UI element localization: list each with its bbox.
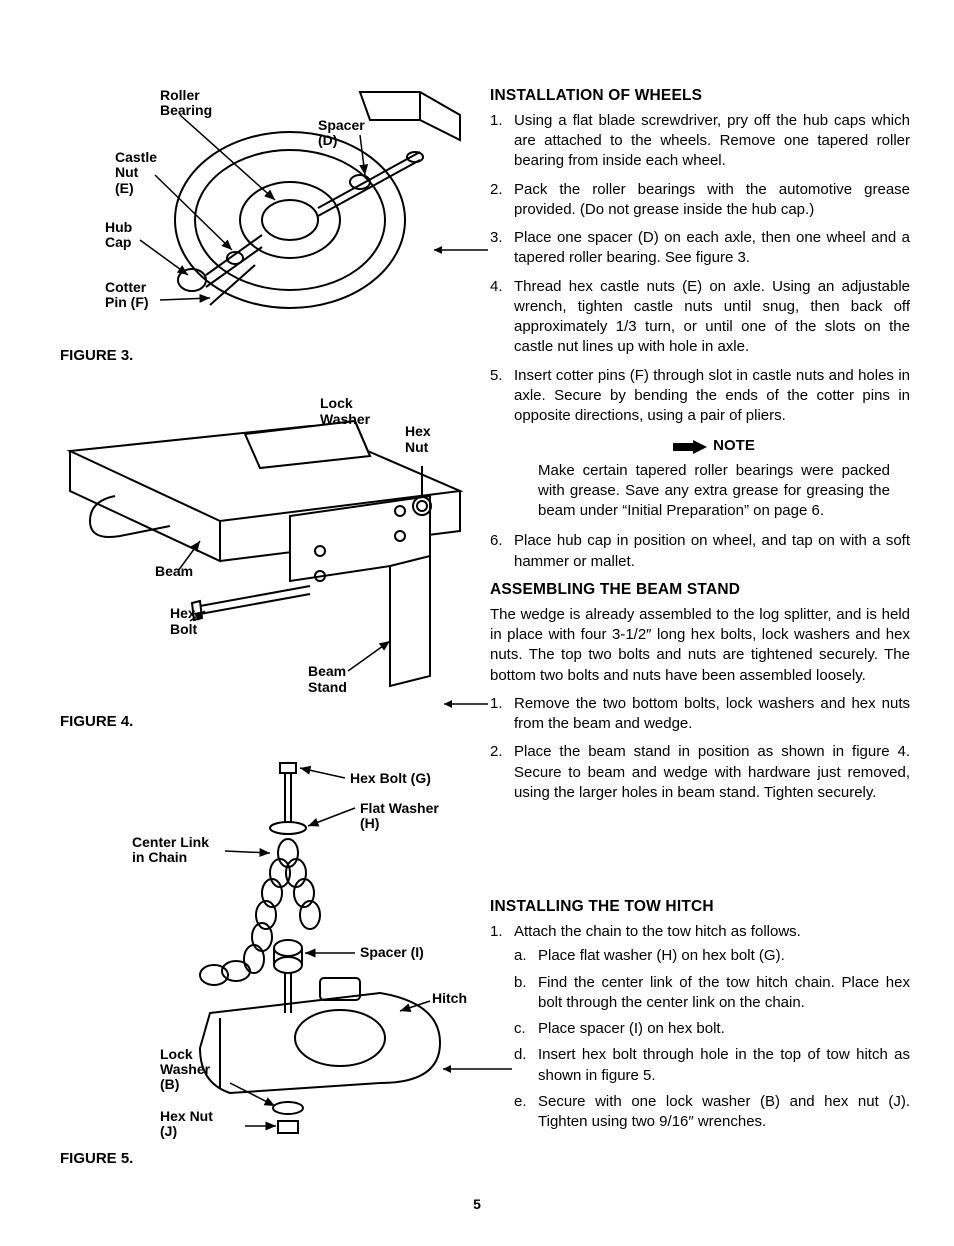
figure-3: RollerBearing Spacer(D) CastleNut(E) Hub… xyxy=(60,80,470,366)
note-arrow-icon xyxy=(673,440,707,454)
list-install-wheels-cont: 6.Place hub cap in position on wheel, an… xyxy=(490,531,910,572)
list-item: 1.Remove the two bottom bolts, lock wash… xyxy=(490,694,910,735)
list-text: Thread hex castle nuts (E) on axle. Usin… xyxy=(514,277,910,358)
label-flat-washer-h: Flat Washer(H) xyxy=(360,801,439,832)
list-item: 2.Place the beam stand in position as sh… xyxy=(490,742,910,803)
sublist-item: c.Place spacer (I) on hex bolt. xyxy=(514,1019,910,1039)
left-column: RollerBearing Spacer(D) CastleNut(E) Hub… xyxy=(60,80,470,1189)
figure-5-caption: FIGURE 5. xyxy=(60,1149,470,1169)
label-hex-nut: HexNut xyxy=(405,424,431,455)
label-hex-nut-j: Hex Nut(J) xyxy=(160,1109,213,1140)
list-install-wheels: 1.Using a flat blade screwdriver, pry of… xyxy=(490,111,910,427)
label-hex-bolt: HexBolt xyxy=(170,606,197,637)
label-lock-washer: LockWasher xyxy=(320,396,370,427)
note-label: NOTE xyxy=(713,436,755,456)
sublist-item: e.Secure with one lock washer (B) and he… xyxy=(514,1092,910,1133)
list-item: 1.Using a flat blade screwdriver, pry of… xyxy=(490,111,910,172)
figure-5: Hex Bolt (G) Flat Washer(H) Center Linki… xyxy=(60,753,470,1169)
sublist-text: Place spacer (I) on hex bolt. xyxy=(538,1019,725,1039)
sublist-item: d.Insert hex bolt through hole in the to… xyxy=(514,1045,910,1086)
label-hub-cap: HubCap xyxy=(105,220,132,251)
label-center-link: Center Linkin Chain xyxy=(132,835,209,866)
label-beam: Beam xyxy=(155,564,193,579)
list-text: Place the beam stand in position as show… xyxy=(514,742,910,803)
list-text: Insert cotter pins (F) through slot in c… xyxy=(514,366,910,427)
list-item: 1. Attach the chain to the tow hitch as … xyxy=(490,922,910,1138)
figure-4-caption: FIGURE 4. xyxy=(60,712,470,732)
list-install-hitch: 1. Attach the chain to the tow hitch as … xyxy=(490,922,910,1138)
list-text: Remove the two bottom bolts, lock washer… xyxy=(514,694,910,735)
list-assemble-beam: 1.Remove the two bottom bolts, lock wash… xyxy=(490,694,910,803)
label-beam-stand: BeamStand xyxy=(308,664,347,695)
list-item: 5.Insert cotter pins (F) through slot in… xyxy=(490,366,910,427)
list-text: Place hub cap in position on wheel, and … xyxy=(514,531,910,572)
list-text: Place one spacer (D) on each axle, then … xyxy=(514,228,910,269)
sublist-text: Find the center link of the tow hitch ch… xyxy=(538,973,910,1014)
heading-install-wheels: INSTALLATION OF WHEELS xyxy=(490,86,910,107)
beam-intro: The wedge is already assembled to the lo… xyxy=(490,605,910,686)
sublist-item: a.Place flat washer (H) on hex bolt (G). xyxy=(514,946,910,966)
page-number: 5 xyxy=(473,1195,481,1214)
sublist-text: Insert hex bolt through hole in the top … xyxy=(538,1045,910,1086)
label-roller-bearing: RollerBearing xyxy=(160,88,212,119)
sublist-hitch: a.Place flat washer (H) on hex bolt (G).… xyxy=(514,946,910,1132)
list-text: Using a flat blade screwdriver, pry off … xyxy=(514,111,910,172)
right-column: INSTALLATION OF WHEELS 1.Using a flat bl… xyxy=(490,80,910,1189)
list-item: 3.Place one spacer (D) on each axle, the… xyxy=(490,228,910,269)
sublist-text: Place flat washer (H) on hex bolt (G). xyxy=(538,946,785,966)
sublist-text: Secure with one lock washer (B) and hex … xyxy=(538,1092,910,1133)
label-hitch: Hitch xyxy=(432,991,467,1006)
note-block: NOTE Make certain tapered roller bearing… xyxy=(518,436,910,521)
list-item: 6.Place hub cap in position on wheel, an… xyxy=(490,531,910,572)
label-spacer-d: Spacer(D) xyxy=(318,118,365,149)
list-text: Attach the chain to the tow hitch as fol… xyxy=(514,923,801,940)
label-spacer-i: Spacer (I) xyxy=(360,945,424,960)
list-text: Pack the roller bearings with the automo… xyxy=(514,180,910,221)
label-lock-washer-b: LockWasher(B) xyxy=(160,1047,210,1093)
heading-assemble-beam: ASSEMBLING THE BEAM STAND xyxy=(490,580,910,601)
list-item: 2.Pack the roller bearings with the auto… xyxy=(490,180,910,221)
list-item: 4.Thread hex castle nuts (E) on axle. Us… xyxy=(490,277,910,358)
figure-4: LockWasher HexNut Beam HexBolt BeamStand… xyxy=(60,396,470,732)
label-hex-bolt-g: Hex Bolt (G) xyxy=(350,771,431,786)
heading-install-hitch: INSTALLING THE TOW HITCH xyxy=(490,897,910,918)
figure-3-caption: FIGURE 3. xyxy=(60,346,470,366)
label-cotter-pin: CotterPin (F) xyxy=(105,280,149,311)
label-castle-nut: CastleNut(E) xyxy=(115,150,157,196)
sublist-item: b.Find the center link of the tow hitch … xyxy=(514,973,910,1014)
note-text: Make certain tapered roller bearings wer… xyxy=(518,461,910,522)
